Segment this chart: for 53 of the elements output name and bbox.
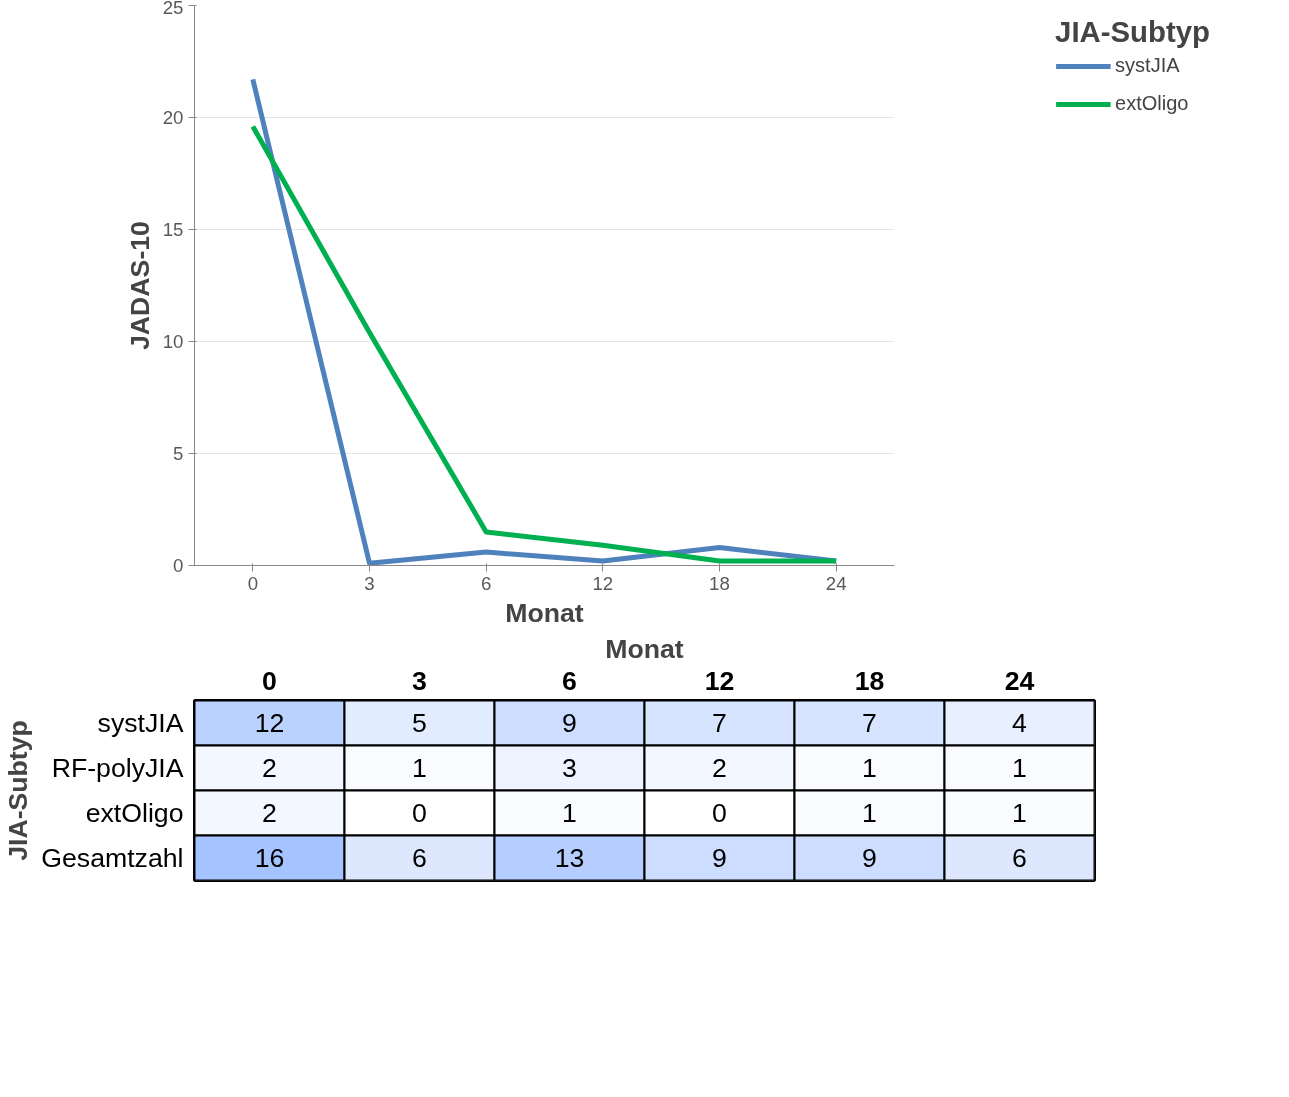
data-label: 6: [1012, 843, 1027, 873]
data-label: 1: [1012, 798, 1027, 828]
y-tick-label: 20: [162, 107, 184, 128]
y-tick-label: 10: [162, 331, 184, 352]
x-tick-label: 6: [562, 665, 577, 696]
data-label: 5: [412, 708, 427, 738]
x-tick-label: 18: [854, 665, 885, 696]
y-tick-label: 5: [173, 443, 184, 464]
x-tick-label: 24: [825, 572, 847, 594]
x-tick-label: 12: [592, 572, 614, 594]
data-label: 1: [412, 753, 427, 783]
data-label: 6: [412, 843, 427, 873]
y-tick-label: 15: [162, 219, 184, 240]
y-tick-label: 0: [173, 555, 184, 576]
data-label: 4: [1012, 708, 1028, 738]
data-label: 13: [554, 843, 585, 873]
legend-label: systJIA: [1115, 54, 1180, 77]
data-label: 12: [254, 708, 285, 738]
x-tick-label: 6: [480, 572, 492, 594]
y-tick-label: Gesamtzahl: [41, 843, 184, 873]
x-tick-label: 3: [364, 572, 375, 594]
data-label: 9: [562, 708, 577, 738]
data-label: 9: [862, 843, 877, 873]
y-tick-label: 25: [162, 0, 184, 18]
data-label: 7: [712, 708, 727, 738]
data-label: 2: [262, 798, 277, 828]
y-tick-label: extOligo: [85, 798, 184, 828]
x-tick-label: 18: [709, 572, 730, 594]
data-label: 1: [862, 798, 877, 828]
data-label: 2: [262, 753, 277, 783]
data-label: 1: [862, 753, 877, 783]
y-axis-title: JIA-Subtyp: [3, 720, 34, 861]
legend-title: JIA-Subtyp: [1055, 15, 1210, 49]
x-tick-label: 0: [262, 665, 277, 696]
x-axis-title: Monat: [605, 633, 684, 664]
data-label: 1: [562, 798, 577, 828]
y-tick-label: systJIA: [97, 708, 184, 738]
x-axis-title: Monat: [505, 597, 584, 628]
data-label: 3: [562, 753, 577, 783]
data-label: 7: [862, 708, 877, 738]
y-tick-label: RF-polyJIA: [51, 753, 184, 783]
x-tick-label: 0: [247, 572, 259, 594]
data-label: 16: [254, 843, 285, 873]
x-tick-label: 24: [1004, 665, 1035, 696]
data-label: 1: [1012, 753, 1027, 783]
data-label: 0: [712, 798, 727, 828]
x-tick-label: 3: [412, 665, 427, 696]
data-label: 0: [412, 798, 427, 828]
legend-label: extOligo: [1115, 92, 1189, 115]
y-axis-title: JADAS-10: [124, 221, 155, 350]
data-label: 9: [712, 843, 727, 873]
data-label: 2: [712, 753, 727, 783]
x-tick-label: 12: [704, 665, 735, 696]
